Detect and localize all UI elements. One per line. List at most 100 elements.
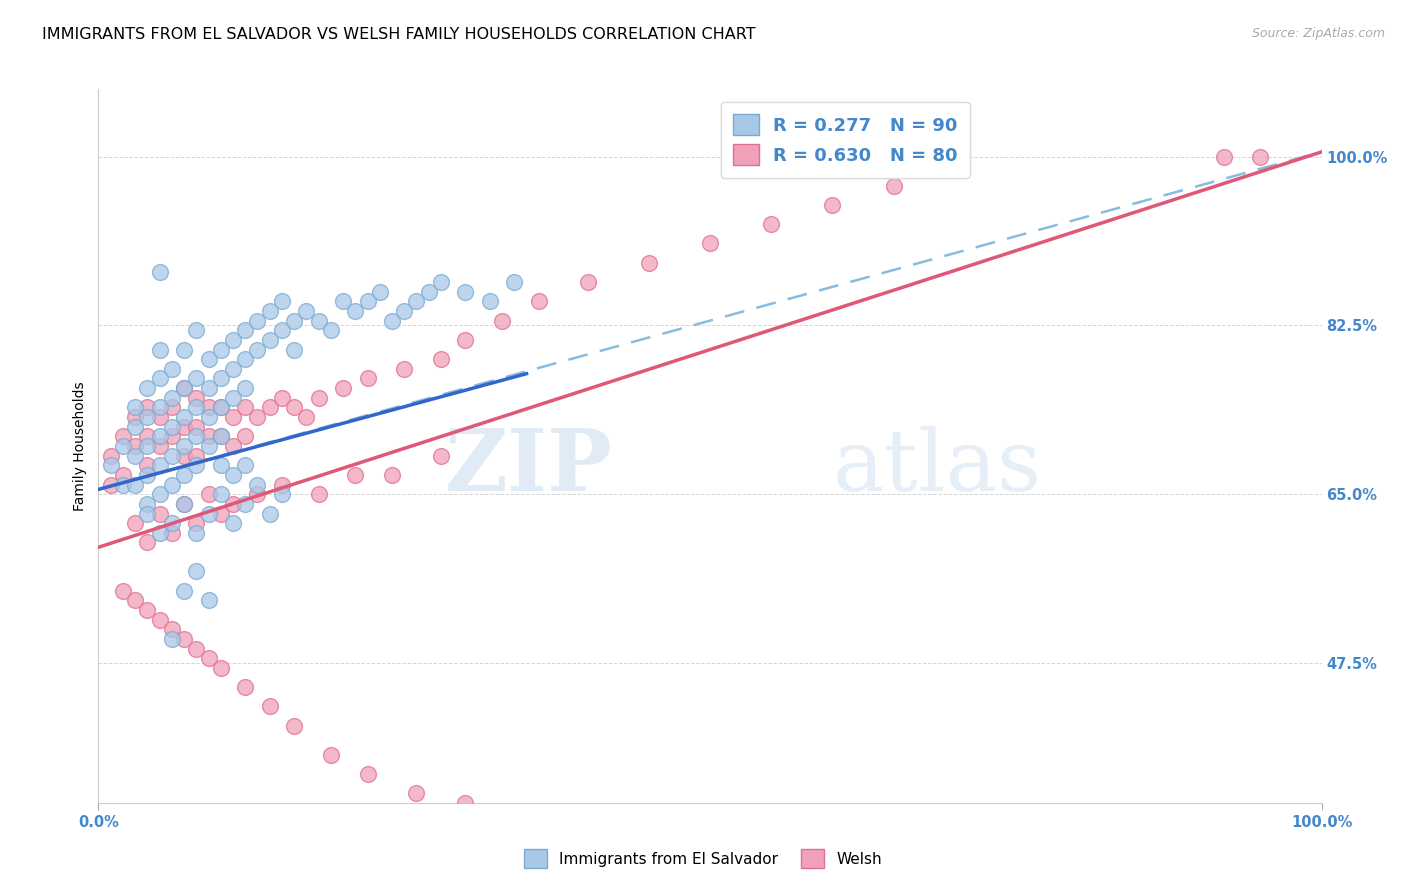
- Point: [222, 439, 245, 453]
- Point: [186, 449, 208, 463]
- Point: [160, 391, 183, 405]
- Point: [186, 525, 208, 540]
- Point: [100, 458, 122, 473]
- Point: [149, 265, 172, 279]
- Point: [209, 429, 232, 443]
- Text: atlas: atlas: [832, 425, 1042, 509]
- Point: [209, 507, 232, 521]
- Point: [186, 371, 208, 385]
- Point: [149, 371, 172, 385]
- Point: [160, 516, 183, 530]
- Point: [173, 632, 195, 646]
- Point: [405, 786, 427, 800]
- Point: [149, 487, 172, 501]
- Point: [233, 458, 256, 473]
- Point: [197, 487, 219, 501]
- Point: [222, 362, 245, 376]
- Point: [295, 410, 318, 425]
- Point: [186, 565, 208, 579]
- Point: [356, 767, 378, 781]
- Point: [308, 487, 330, 501]
- Point: [160, 477, 183, 491]
- Point: [430, 275, 453, 289]
- Point: [186, 419, 208, 434]
- Point: [233, 323, 256, 337]
- Point: [197, 401, 219, 415]
- Point: [173, 497, 195, 511]
- Point: [197, 410, 219, 425]
- Point: [124, 449, 146, 463]
- Point: [883, 178, 905, 193]
- Point: [209, 429, 232, 443]
- Point: [344, 304, 367, 318]
- Point: [270, 323, 294, 337]
- Point: [295, 304, 318, 318]
- Point: [173, 449, 195, 463]
- Point: [356, 371, 378, 385]
- Point: [246, 410, 269, 425]
- Point: [149, 410, 172, 425]
- Point: [209, 401, 232, 415]
- Point: [259, 401, 281, 415]
- Point: [283, 343, 305, 357]
- Point: [186, 458, 208, 473]
- Point: [149, 401, 172, 415]
- Y-axis label: Family Households: Family Households: [73, 381, 87, 511]
- Point: [149, 429, 172, 443]
- Point: [283, 401, 305, 415]
- Point: [173, 410, 195, 425]
- Point: [576, 275, 599, 289]
- Point: [160, 401, 183, 415]
- Point: [430, 449, 453, 463]
- Point: [136, 381, 159, 395]
- Point: [197, 507, 219, 521]
- Point: [186, 516, 208, 530]
- Point: [233, 401, 256, 415]
- Point: [233, 680, 256, 694]
- Point: [209, 343, 232, 357]
- Point: [197, 352, 219, 367]
- Point: [186, 323, 208, 337]
- Point: [149, 343, 172, 357]
- Point: [699, 236, 721, 251]
- Point: [332, 381, 354, 395]
- Point: [222, 467, 245, 482]
- Point: [149, 439, 172, 453]
- Point: [259, 333, 281, 347]
- Point: [186, 429, 208, 443]
- Point: [173, 583, 195, 598]
- Point: [111, 583, 134, 598]
- Point: [259, 304, 281, 318]
- Point: [124, 516, 146, 530]
- Point: [233, 429, 256, 443]
- Point: [222, 497, 245, 511]
- Point: [111, 477, 134, 491]
- Point: [124, 410, 146, 425]
- Point: [418, 285, 440, 299]
- Point: [356, 294, 378, 309]
- Point: [173, 343, 195, 357]
- Point: [209, 458, 232, 473]
- Point: [283, 719, 305, 733]
- Point: [209, 371, 232, 385]
- Point: [308, 313, 330, 327]
- Point: [761, 217, 783, 231]
- Point: [149, 507, 172, 521]
- Point: [209, 487, 232, 501]
- Point: [308, 391, 330, 405]
- Point: [136, 439, 159, 453]
- Point: [527, 294, 550, 309]
- Point: [319, 747, 342, 762]
- Point: [246, 487, 269, 501]
- Point: [124, 477, 146, 491]
- Point: [136, 401, 159, 415]
- Point: [149, 613, 172, 627]
- Point: [197, 429, 219, 443]
- Point: [124, 439, 146, 453]
- Point: [270, 487, 294, 501]
- Point: [136, 497, 159, 511]
- Point: [233, 497, 256, 511]
- Point: [259, 507, 281, 521]
- Point: [1212, 150, 1234, 164]
- Point: [136, 458, 159, 473]
